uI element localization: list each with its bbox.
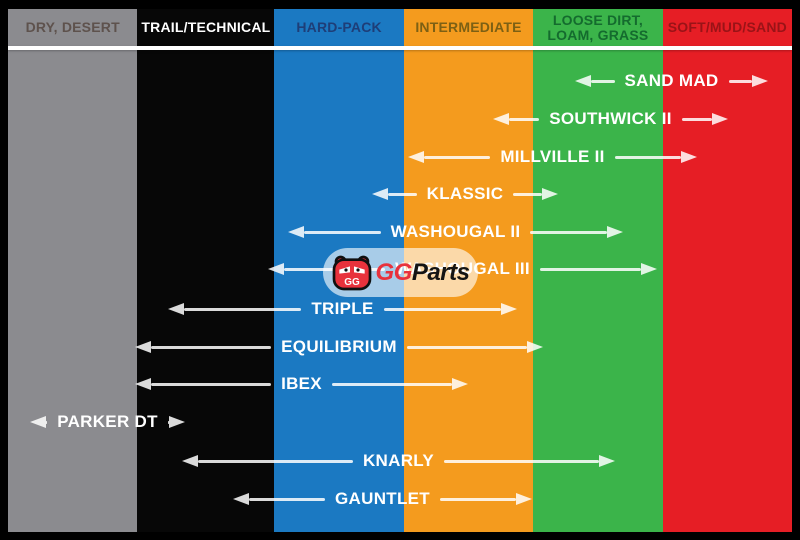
arrow-right-icon [452,378,469,390]
tire-range-row: PARKER DT [30,409,186,435]
arrow-left-icon [288,226,304,238]
arrow-line [198,459,353,463]
arrow-line [681,117,712,121]
tire-label: GAUNTLET [335,489,430,508]
arrow-line [151,382,272,386]
tire-label: PARKER DT [57,412,158,431]
arrow-left-icon [408,151,424,163]
ggparts-logo: GG GGParts [323,248,478,297]
arrow-line [46,420,48,424]
arrow-line [388,192,417,196]
arrow-line [249,497,326,501]
arrow-right-icon [607,226,624,238]
logo-parts: Parts [411,258,470,286]
arrow-left-icon [168,303,184,315]
logo-gg: GG [375,258,413,286]
tire-range-row: WASHOUGAL II [288,219,624,245]
tire-label: TRIPLE [311,299,374,318]
tire-label: MILLVILLE II [500,147,605,166]
arrow-right-icon [527,341,543,353]
arrow-line [591,79,615,83]
arrow-right-icon [681,151,697,163]
tire-label: KNARLY [362,451,435,470]
ggparts-mascot-icon: GG [332,255,372,291]
tire-range-row: KLASSIC [372,181,558,207]
tire-range-row: EQUILIBRIUM [135,334,543,360]
arrow-left-icon [135,378,151,390]
arrow-line [614,155,681,159]
arrow-left-icon [268,263,284,275]
tire-range-row: TRIPLE [168,296,517,322]
terrain-column-header: INTERMEDIATE [415,19,522,36]
tire-range-row: KNARLY [182,448,616,474]
header-separator-line [8,46,792,50]
arrow-right-icon [599,455,616,467]
tire-range-row: SAND MAD [575,68,769,94]
tire-label: EQUILIBRIUM [281,337,397,356]
arrow-left-icon [233,493,249,505]
arrow-left-icon [30,416,46,428]
tire-range-row: GAUNTLET [233,486,533,512]
terrain-column-header: DRY, DESERT [25,19,120,36]
arrow-right-icon [712,113,728,125]
tire-range-row: MILLVILLE II [408,144,697,170]
terrain-column-header: TRAIL/TECHNICAL [141,19,271,36]
arrow-line [424,155,491,159]
terrain-column: DRY, DESERT [8,9,138,532]
arrow-line [167,420,170,424]
tire-label: SAND MAD [624,71,719,90]
terrain-columns: DRY, DESERT TRAIL/TECHNICAL HARD-PACK IN… [8,9,792,532]
board: DRY, DESERT TRAIL/TECHNICAL HARD-PACK IN… [8,9,792,532]
tire-label: KLASSIC [426,184,504,203]
arrow-line [444,459,600,463]
arrow-line [331,382,453,386]
terrain-column: TRAIL/TECHNICAL [137,9,275,532]
terrain-column: SOFT/MUD/SAND [662,9,792,532]
tire-label: IBEX [281,374,322,393]
tire-label: WASHOUGAL II [390,222,521,241]
arrow-line [728,79,753,83]
arrow-left-icon [575,75,591,87]
arrow-left-icon [182,455,198,467]
arrow-line [151,345,272,349]
arrow-line [539,267,641,271]
arrow-left-icon [372,188,388,200]
terrain-column-header: LOOSE DIRT, LOAM, GRASS [547,11,649,43]
arrow-line [406,345,527,349]
arrow-line [530,230,608,234]
arrow-line [513,192,542,196]
arrow-line [304,230,381,234]
arrow-left-icon [135,341,151,353]
tire-range-row: IBEX [135,371,469,397]
svg-text:GG: GG [344,277,360,288]
arrow-line [509,117,540,121]
arrow-right-icon [641,263,657,275]
arrow-line [383,307,501,311]
arrow-line [439,497,517,501]
arrow-right-icon [501,303,517,315]
ggparts-logo-text: GGParts [376,259,470,287]
tire-label: SOUTHWICK II [549,109,672,128]
arrow-right-icon [542,188,558,200]
arrow-right-icon [169,416,186,428]
arrow-line [184,307,302,311]
arrow-right-icon [516,493,533,505]
arrow-right-icon [752,75,769,87]
terrain-column-header: HARD-PACK [296,19,382,36]
tire-range-row: SOUTHWICK II [493,106,728,132]
arrow-left-icon [493,113,509,125]
terrain-column-header: SOFT/MUD/SAND [667,19,787,36]
